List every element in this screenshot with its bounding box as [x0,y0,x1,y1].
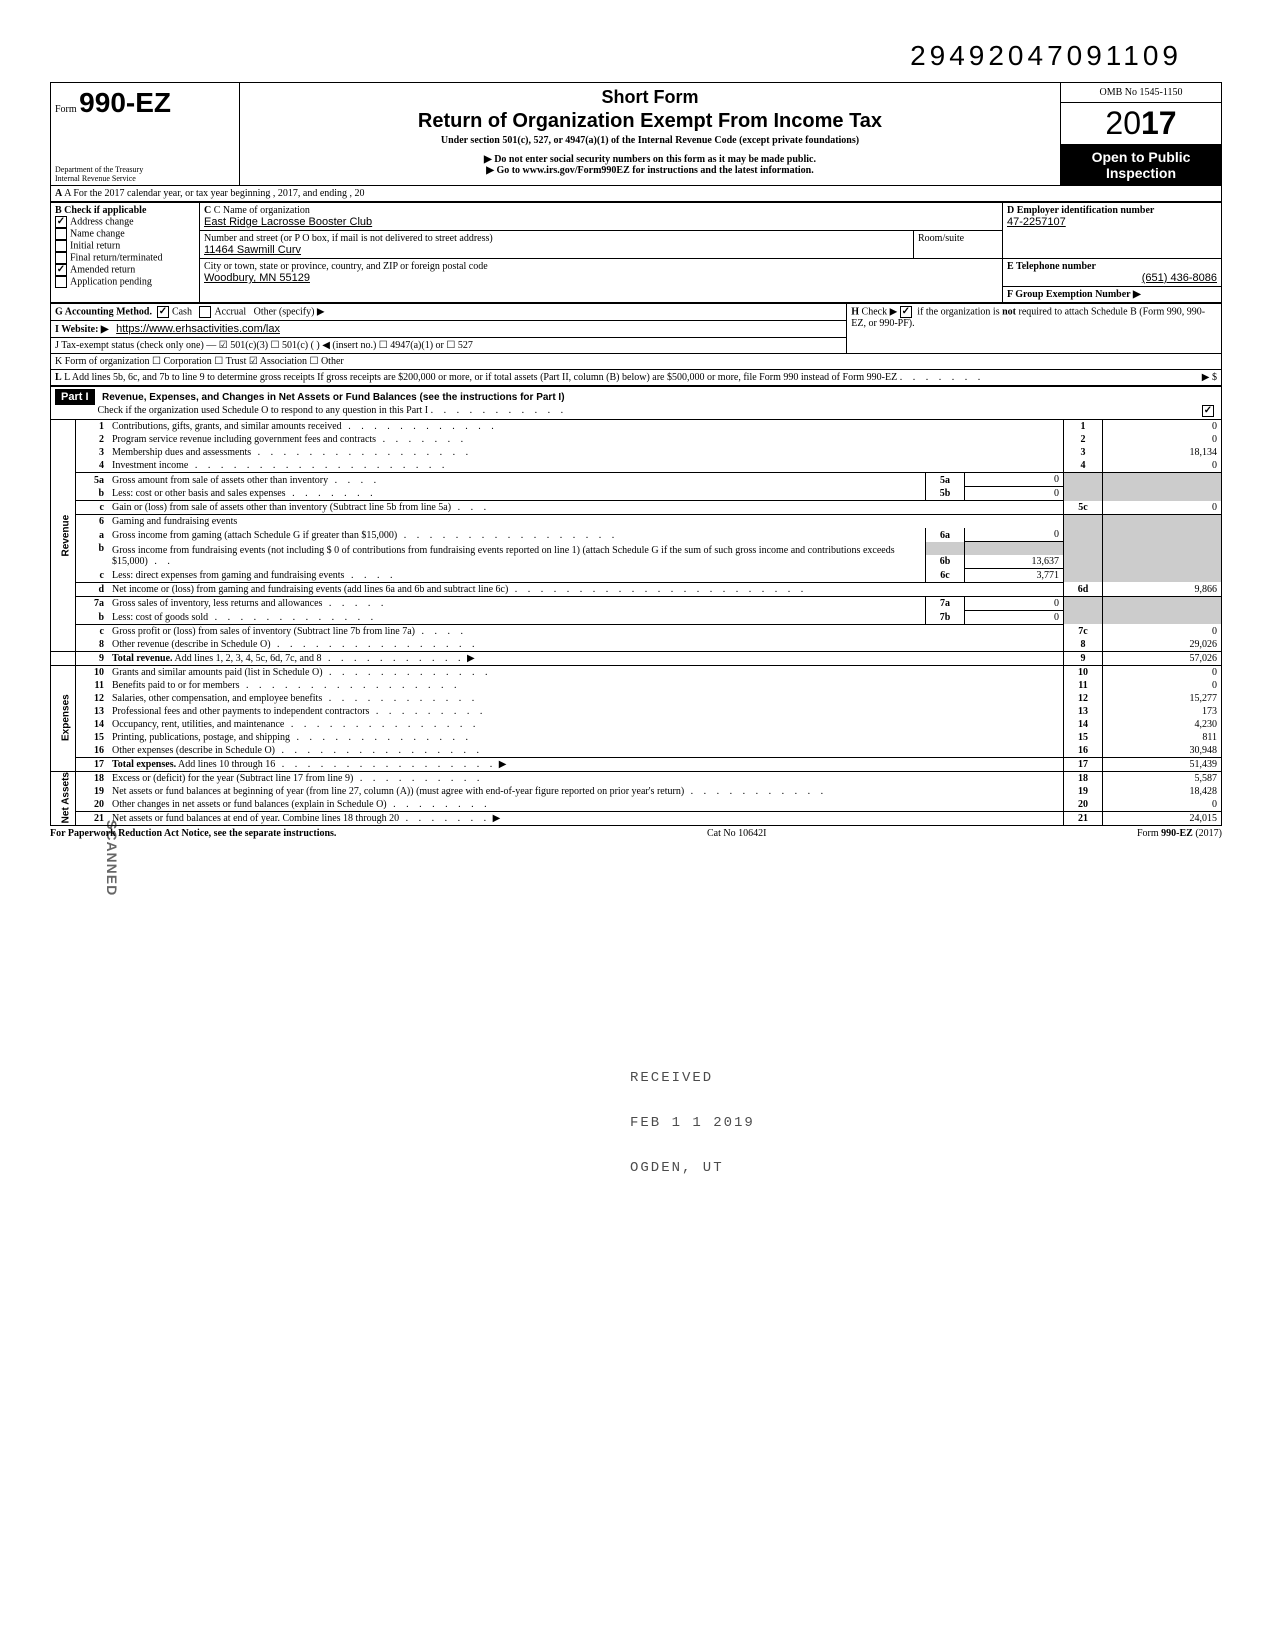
section-j: J Tax-exempt status (check only one) — ☑… [51,338,847,354]
ssn-warning: ▶ Do not enter social security numbers o… [248,154,1052,165]
section-h: H Check ▶ ✓ if the organization is not r… [847,304,1222,354]
line-6b-value: 13,637 [965,555,1064,569]
stamp-received: RECEIVED [630,1070,713,1086]
stamp-date: FEB 1 1 2019 [630,1115,755,1131]
footer-mid: Cat No 10642I [707,828,766,839]
form-title: Return of Organization Exempt From Incom… [248,110,1052,133]
line-6d-value: 9,866 [1103,582,1222,596]
checkbox-amended-return[interactable]: ✓ [55,264,67,276]
side-net-assets: Net Assets [51,771,76,825]
section-f-label: F Group Exemption Number ▶ [1007,289,1141,300]
ein-value: 47-2257107 [1007,216,1066,228]
section-e-label: E Telephone number [1007,261,1096,272]
room-suite-label: Room/suite [918,233,964,244]
phone-value: (651) 436-8086 [1142,272,1217,284]
line-7b-value: 0 [965,610,1064,624]
line-7a-value: 0 [965,596,1064,610]
line-15-value: 811 [1103,731,1222,744]
form-subtitle: Under section 501(c), 527, or 4947(a)(1)… [248,135,1052,146]
footer-left: For Paperwork Reduction Act Notice, see … [50,828,336,839]
line-8-value: 29,026 [1103,638,1222,652]
section-i: I Website: ▶ https://www.erhsactivities.… [51,321,847,338]
line-2-value: 0 [1103,433,1222,446]
line-5b-value: 0 [965,487,1064,501]
part-1-header: Part I [55,389,95,405]
part-1-check-text: Check if the organization used Schedule … [98,405,429,416]
section-c-name-label: C C Name of organization [204,205,310,216]
line-1-value: 0 [1103,420,1222,434]
omb-number: OMB No 1545-1150 [1061,83,1221,103]
line-5a-value: 0 [965,473,1064,487]
checkbox-schedule-o[interactable]: ✓ [1202,405,1214,417]
checkbox-accrual[interactable] [199,306,211,318]
checkbox-name-change[interactable] [55,228,67,240]
short-form-label: Short Form [248,87,1052,108]
city-value: Woodbury, MN 55129 [204,272,310,284]
checkbox-initial-return[interactable] [55,240,67,252]
line-10-value: 0 [1103,665,1222,679]
line-6c-value: 3,771 [965,568,1064,582]
section-k: K Form of organization ☐ Corporation ☐ T… [51,354,1222,370]
line-13-value: 173 [1103,705,1222,718]
line-11-value: 0 [1103,679,1222,692]
section-d-label: D Employer identification number [1007,205,1154,216]
open-to-public: Open to Public Inspection [1061,145,1221,185]
line-a: A A For the 2017 calendar year, or tax y… [51,186,1222,202]
checkbox-final-return[interactable] [55,252,67,264]
checkbox-address-change[interactable]: ✓ [55,216,67,228]
section-l: L L Add lines 5b, 6c, and 7b to line 9 t… [51,370,1222,386]
line-21-value: 24,015 [1103,811,1222,825]
line-19-value: 18,428 [1103,785,1222,798]
instructions-link: ▶ Go to www.irs.gov/Form990EZ for instru… [248,165,1052,176]
line-20-value: 0 [1103,798,1222,812]
checkbox-cash[interactable]: ✓ [157,306,169,318]
street-label: Number and street (or P O box, if mail i… [204,233,493,244]
form-number: Form 990-EZ [55,87,235,119]
section-g: G Accounting Method. [55,306,152,317]
checkbox-application-pending[interactable] [55,276,67,288]
line-16-value: 30,948 [1103,744,1222,758]
line-17-value: 51,439 [1103,757,1222,771]
stamp-ogden: OGDEN, UT [630,1160,724,1176]
line-12-value: 15,277 [1103,692,1222,705]
line-7c-value: 0 [1103,624,1222,638]
section-b-label: B Check if applicable [55,205,146,216]
side-revenue: Revenue [51,420,76,652]
street-value: 11464 Sawmill Curv [204,244,301,256]
line-5c-value: 0 [1103,501,1222,515]
org-name: East Ridge Lacrosse Booster Club [204,216,372,228]
footer-right: Form 990-EZ (2017) [1137,828,1222,839]
part-1-title: Revenue, Expenses, and Changes in Net As… [102,392,565,403]
scanned-stamp: SCANNED [104,820,120,896]
tax-year: 20201717 [1061,103,1221,145]
side-expenses: Expenses [51,665,76,771]
line-18-value: 5,587 [1103,771,1222,785]
department-label: Department of the Treasury Internal Reve… [55,165,143,183]
line-6a-value: 0 [965,528,1064,542]
line-4-value: 0 [1103,459,1222,473]
line-9-value: 57,026 [1103,651,1222,665]
line-3-value: 18,134 [1103,446,1222,459]
document-number: 29492047091109 [50,40,1222,72]
line-14-value: 4,230 [1103,718,1222,731]
city-label: City or town, state or province, country… [204,261,488,272]
